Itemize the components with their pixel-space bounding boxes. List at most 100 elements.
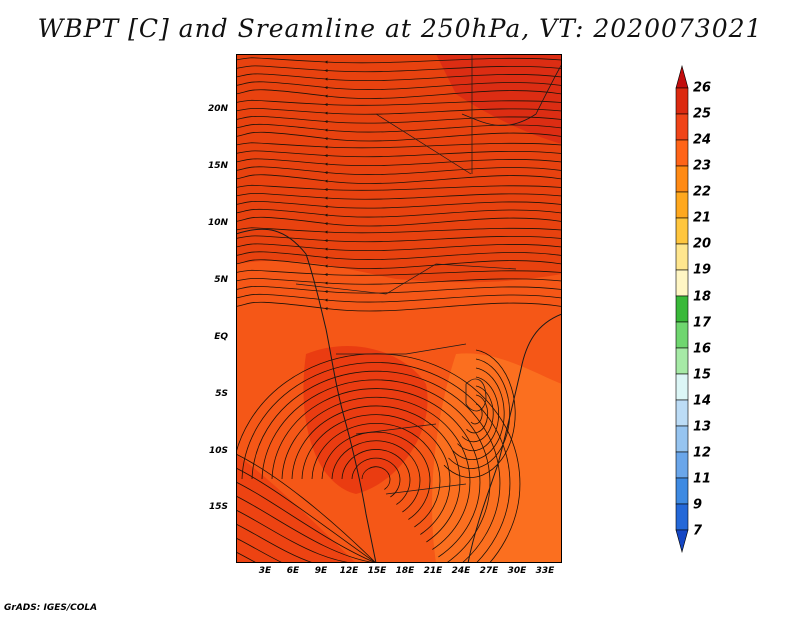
colorbar-segment (675, 295, 689, 323)
streamline (271, 388, 481, 558)
streamline (466, 394, 489, 434)
lat-label-5n: 5N (214, 275, 228, 285)
streamline (457, 376, 500, 452)
colorbar-segment (675, 139, 689, 167)
colorbar-segment (675, 113, 689, 141)
streamline (235, 467, 377, 564)
colorbar-segment (675, 399, 689, 427)
shade-region-center (303, 345, 428, 494)
coastline-west (235, 228, 377, 564)
streamline (281, 396, 471, 550)
temperature-shading (236, 54, 562, 563)
colorbar-segment (675, 451, 689, 479)
streamline (235, 142, 563, 149)
streamline (261, 379, 491, 565)
grads-credit: GrADS: IGES/COLA (4, 603, 98, 613)
shade-region-southwest (236, 454, 356, 563)
map-frame (236, 54, 562, 563)
shade-region-northeast (436, 54, 562, 144)
lat-label-10n: 10N (207, 218, 228, 228)
streamline (321, 431, 431, 520)
lon-label-21e: 21E (423, 566, 443, 576)
lat-label-15s: 15S (208, 502, 228, 512)
colorbar-label-26: 26 (693, 80, 712, 96)
colorbar-segment (675, 373, 689, 401)
nile-region (461, 63, 563, 126)
colorbar-segment (675, 87, 689, 115)
streamline (331, 440, 421, 513)
streamline (251, 370, 501, 573)
colorbar-label-20: 20 (693, 236, 712, 252)
colorbar-label-25: 25 (693, 106, 712, 122)
colorbar-label-11: 11 (693, 471, 712, 487)
streamline (235, 293, 563, 303)
streamline (470, 403, 483, 425)
lon-label-15e: 15E (367, 566, 387, 576)
colorbar-label-23: 23 (693, 158, 712, 174)
streamline (235, 481, 377, 564)
streamline (235, 184, 563, 192)
lon-label-18e: 18E (395, 566, 415, 576)
colorbar (675, 64, 689, 554)
lat-label-15n: 15N (207, 161, 228, 171)
streamline (235, 174, 563, 184)
coastlines-and-borders (235, 54, 563, 564)
lon-label-33e: 33E (535, 566, 555, 576)
streamline (235, 158, 563, 167)
streamline (341, 449, 411, 505)
streamline (235, 227, 563, 234)
streamline (235, 89, 563, 99)
streamline (235, 192, 563, 200)
streamline (235, 251, 563, 260)
colorbar-label-12: 12 (693, 445, 712, 461)
colorbar-label-18: 18 (693, 289, 712, 305)
streamline (235, 495, 377, 564)
colorbar-bottom-arrow (675, 529, 689, 554)
lat-label-eq: EQ (214, 332, 228, 342)
streamline (235, 65, 563, 73)
colorbar-label-17: 17 (693, 315, 712, 331)
colorbar-label-7: 7 (693, 523, 703, 539)
streamline (241, 362, 511, 580)
streamline (235, 301, 563, 312)
streamline (351, 457, 401, 498)
lake-victoria (465, 378, 487, 412)
streamline (235, 208, 563, 218)
streamline (235, 57, 563, 64)
colorbar-segment (675, 165, 689, 193)
map-svg (231, 54, 563, 588)
streamline (235, 115, 563, 124)
streamline (448, 358, 511, 469)
streamline (235, 243, 563, 252)
streamline (235, 150, 563, 158)
streamline (235, 285, 563, 294)
streamline (235, 166, 563, 175)
streamline (443, 349, 516, 478)
lon-label-9e: 9E (314, 566, 328, 576)
lon-label-6e: 6E (286, 566, 300, 576)
colorbar-segment (675, 217, 689, 245)
colorbar-segment (675, 347, 689, 375)
lon-label-24e: 24E (451, 566, 471, 576)
colorbar-segment (675, 243, 689, 271)
lat-label-5s: 5S (215, 389, 228, 399)
streamline (235, 131, 563, 142)
colorbar-segment (675, 191, 689, 219)
streamline (235, 73, 563, 82)
streamline (235, 107, 563, 115)
map-panel (231, 54, 563, 588)
colorbar-segment (675, 477, 689, 505)
colorbar-label-15: 15 (693, 367, 712, 383)
streamline (235, 277, 563, 285)
colorbar-label-16: 16 (693, 341, 712, 357)
lon-label-3e: 3E (258, 566, 272, 576)
streamline (235, 453, 377, 564)
colorbar-label-19: 19 (693, 262, 712, 278)
colorbar-label-24: 24 (693, 132, 712, 148)
streamline (361, 466, 391, 490)
lon-label-12e: 12E (339, 566, 359, 576)
colorbar-segment (675, 269, 689, 297)
streamline (235, 81, 563, 90)
lon-label-27e: 27E (479, 566, 499, 576)
coastline-east (467, 313, 563, 564)
